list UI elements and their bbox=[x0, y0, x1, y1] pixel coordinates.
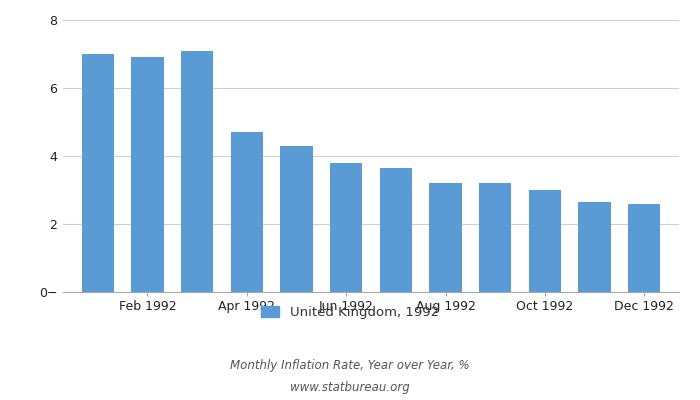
Bar bbox=[479, 183, 511, 292]
Bar bbox=[528, 190, 561, 292]
Bar bbox=[181, 51, 214, 292]
Text: Monthly Inflation Rate, Year over Year, %: Monthly Inflation Rate, Year over Year, … bbox=[230, 360, 470, 372]
Bar bbox=[280, 146, 313, 292]
Bar bbox=[628, 204, 660, 292]
Bar bbox=[132, 57, 164, 292]
Bar bbox=[82, 54, 114, 292]
Bar bbox=[429, 183, 462, 292]
Text: www.statbureau.org: www.statbureau.org bbox=[290, 382, 410, 394]
Bar bbox=[379, 168, 412, 292]
Bar bbox=[231, 132, 263, 292]
Bar bbox=[330, 163, 363, 292]
Legend: United Kingdom, 1992: United Kingdom, 1992 bbox=[257, 302, 443, 324]
Bar bbox=[578, 202, 610, 292]
